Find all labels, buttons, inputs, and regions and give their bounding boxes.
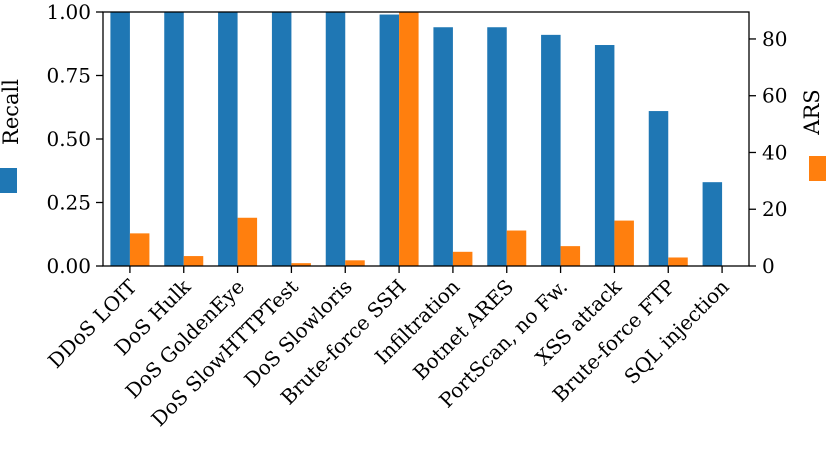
ars-bar — [668, 257, 688, 266]
recall-bar — [433, 27, 453, 266]
ars-bar — [129, 233, 150, 266]
ars-legend-swatch — [809, 156, 826, 181]
y2-tick-label: 20 — [762, 197, 787, 221]
y2-tick-label: 40 — [762, 140, 787, 164]
recall-bar — [702, 182, 723, 266]
y2-tick-label: 0 — [762, 254, 775, 278]
y-axis-label: Recall — [0, 79, 23, 145]
y-tick-label: 0.50 — [46, 127, 91, 151]
ars-bar — [614, 220, 634, 266]
recall-bar — [648, 111, 669, 266]
ars-bar — [560, 246, 581, 266]
y-tick-label: 1.00 — [46, 0, 91, 24]
y-tick-label: 0.75 — [46, 64, 91, 88]
y2-tick-label: 80 — [762, 27, 787, 51]
recall-bar — [164, 12, 184, 266]
axes-layer — [96, 11, 756, 273]
y-tick-label: 0.00 — [46, 254, 91, 278]
ars-bar — [399, 12, 419, 266]
recall-bar — [218, 12, 238, 266]
ars-bar — [452, 251, 473, 266]
ars-bar — [183, 256, 204, 266]
recall-legend-swatch — [0, 168, 17, 193]
ars-bar — [345, 260, 365, 266]
recall-bar — [325, 12, 346, 266]
recall-bar — [541, 34, 561, 266]
recall-bar — [271, 12, 292, 266]
recall-bar — [110, 12, 130, 266]
y2-tick-label: 60 — [762, 84, 787, 108]
ars-bar — [291, 263, 311, 266]
recall-bar — [487, 27, 507, 266]
ars-bar — [506, 230, 527, 266]
recall-bar — [594, 45, 615, 266]
y-tick-label: 0.25 — [46, 191, 91, 215]
y2-axis-label: ARS — [800, 89, 824, 135]
ars-bar — [237, 217, 258, 266]
bars-layer — [110, 12, 723, 267]
recall-bar — [379, 14, 400, 267]
